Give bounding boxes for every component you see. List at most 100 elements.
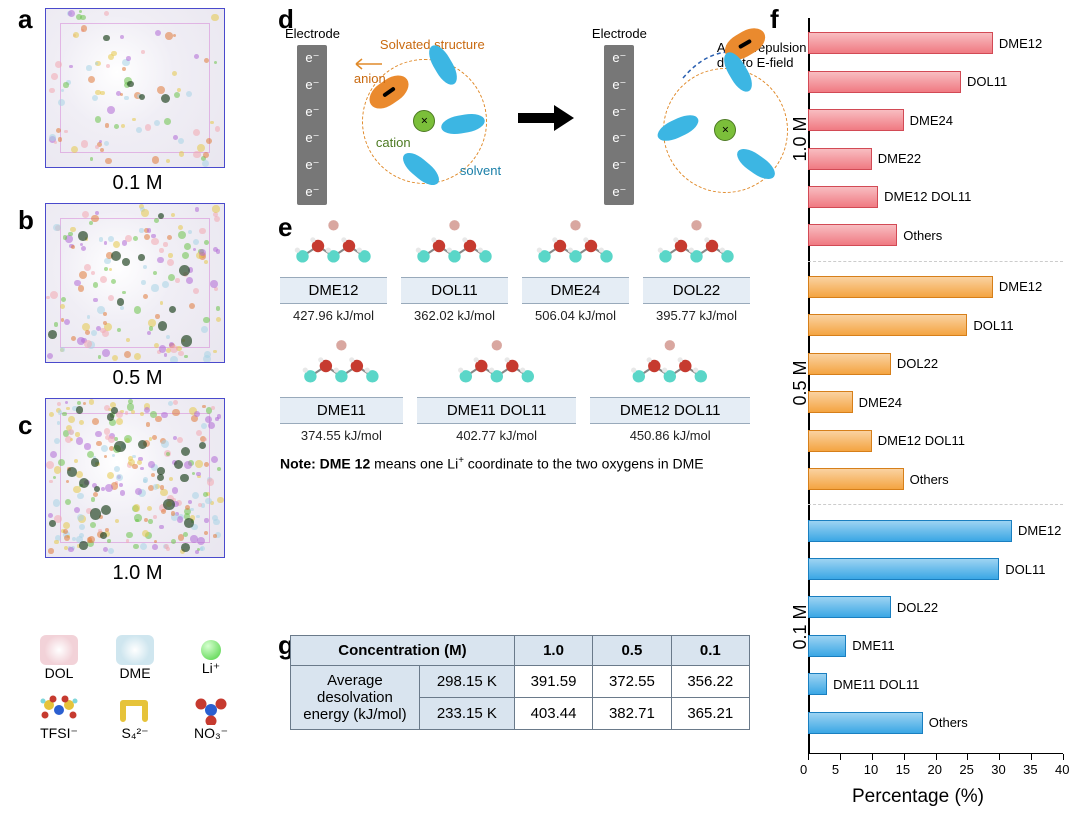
bar-row: DME12	[808, 519, 1063, 543]
bar-label: DOL11	[1005, 562, 1045, 577]
molecule-card: DME11 DOL11 402.77 kJ/mol	[417, 335, 577, 443]
molecule-icon	[280, 335, 403, 397]
chart-group: 1.0 M DME12 DOL11 DME24 DME22 DME12 DOL1…	[808, 18, 1063, 262]
legend-label: DOL	[45, 665, 74, 681]
xaxis-ticklabel: 35	[1023, 762, 1037, 777]
bar	[808, 224, 897, 246]
molecule-name: DME11	[280, 397, 403, 424]
electron-label: e⁻	[305, 50, 319, 66]
bar	[808, 391, 853, 413]
xaxis-tick: 0	[808, 754, 809, 760]
solvent-icon	[440, 111, 486, 136]
bar	[808, 468, 904, 490]
table-header: 0.5	[593, 636, 671, 666]
legend-label: S₄²⁻	[121, 725, 148, 742]
table-cell: 372.55	[593, 666, 671, 698]
molecule-card: DOL11 362.02 kJ/mol	[401, 215, 508, 323]
bar-row: Others	[808, 223, 1063, 247]
md-caption-a: 0.1 M	[35, 172, 240, 195]
xaxis-tick: 10	[872, 754, 873, 760]
bar-label: DOL11	[973, 318, 1013, 333]
table-cell: 365.21	[671, 698, 749, 730]
panel-g-table: Concentration (M) 1.0 0.5 0.1 Average de…	[290, 635, 750, 730]
chart-group: 0.1 M DME12 DOL11 DOL22 DME11 DME11 DOL1…	[808, 505, 1063, 748]
bar	[808, 635, 846, 657]
legend-item: NO₃⁻	[182, 695, 240, 742]
solvent-label: solvent	[460, 163, 501, 178]
species-legend: DOL DME Li⁺ TFSI⁻ S₄²⁻ NO₃⁻	[30, 635, 250, 756]
molecule-energy: 450.86 kJ/mol	[630, 428, 711, 443]
bar-row: DME24	[808, 390, 1063, 414]
bar	[808, 186, 878, 208]
bar-label: DOL22	[897, 600, 938, 615]
molecule-card: DME12 DOL11 450.86 kJ/mol	[590, 335, 750, 443]
bar-label: DME12	[999, 36, 1042, 51]
md-column: 0.1 M 0.5 M 1.0 M	[20, 8, 230, 593]
molecule-icon	[280, 215, 387, 277]
electron-label: e⁻	[305, 130, 319, 146]
bar-row: DOL11	[808, 70, 1063, 94]
bar-row: DOL11	[808, 557, 1063, 581]
md-box-0p1M	[45, 8, 225, 168]
bar	[808, 71, 961, 93]
bar-row: DME11	[808, 634, 1063, 658]
electrode-left: e⁻e⁻e⁻e⁻e⁻e⁻	[297, 45, 327, 205]
bar-label: DME11 DOL11	[833, 677, 919, 692]
molecule-name: DOL11	[401, 277, 508, 304]
table-header: Concentration (M)	[291, 636, 515, 666]
bar-label: DME12	[1018, 523, 1061, 538]
table-cell: 233.15 K	[419, 698, 514, 730]
molecule-name: DOL22	[643, 277, 750, 304]
bar-row: DOL22	[808, 595, 1063, 619]
xaxis-tick: 25	[967, 754, 968, 760]
molecule-icon	[590, 335, 750, 397]
table-cell: 403.44	[514, 698, 592, 730]
xaxis-ticklabel: 40	[1055, 762, 1069, 777]
bar-label: DME11	[852, 638, 894, 653]
xaxis-ticklabel: 15	[896, 762, 910, 777]
xaxis-tick: 30	[999, 754, 1000, 760]
table-cell: 298.15 K	[419, 666, 514, 698]
legend-item: TFSI⁻	[30, 695, 88, 742]
figure-root: a b c d e f g 0.1 M 0.5 M 1.0 M DOLDMELi…	[0, 0, 1080, 821]
molecule-energy: 374.55 kJ/mol	[301, 428, 382, 443]
xaxis-tick: 35	[1031, 754, 1032, 760]
xaxis-ticklabel: 25	[959, 762, 973, 777]
molecule-energy: 395.77 kJ/mol	[656, 308, 737, 323]
molecule-energy: 402.77 kJ/mol	[456, 428, 537, 443]
xaxis-ticklabel: 30	[991, 762, 1005, 777]
bar-row: DME12	[808, 31, 1063, 55]
bar	[808, 673, 827, 695]
bar-row: DME22	[808, 147, 1063, 171]
bar-row: Others	[808, 467, 1063, 491]
table-rowlabel: Average desolvation energy (kJ/mol)	[291, 666, 420, 730]
molecule-icon	[522, 215, 629, 277]
electrode-right: e⁻e⁻e⁻e⁻e⁻e⁻	[604, 45, 634, 205]
molecule-icon	[417, 335, 577, 397]
electron-label: e⁻	[612, 130, 626, 146]
solvent-icon	[654, 110, 701, 145]
bar	[808, 276, 993, 298]
md-caption-c: 1.0 M	[35, 562, 240, 585]
cation-icon	[714, 119, 736, 141]
electron-label: e⁻	[612, 184, 626, 200]
cation-label: cation	[376, 135, 411, 150]
legend-item: DME	[106, 635, 164, 681]
electron-label: e⁻	[305, 77, 319, 93]
legend-item: DOL	[30, 635, 88, 681]
legend-item: S₄²⁻	[106, 695, 164, 742]
table-header: 0.1	[671, 636, 749, 666]
bar	[808, 148, 872, 170]
md-caption-b: 0.5 M	[35, 367, 240, 390]
bar-row: DME12 DOL11	[808, 185, 1063, 209]
table-cell: 356.22	[671, 666, 749, 698]
electron-label: e⁻	[612, 77, 626, 93]
molecule-icon	[401, 215, 508, 277]
molecule-card: DME12 427.96 kJ/mol	[280, 215, 387, 323]
molecule-card: DOL22 395.77 kJ/mol	[643, 215, 750, 323]
molecule-card: DME24 506.04 kJ/mol	[522, 215, 629, 323]
xaxis-label: Percentage (%)	[768, 786, 1068, 808]
bar-label: DME24	[859, 395, 902, 410]
electron-label: e⁻	[305, 184, 319, 200]
legend-item: Li⁺	[182, 640, 240, 677]
